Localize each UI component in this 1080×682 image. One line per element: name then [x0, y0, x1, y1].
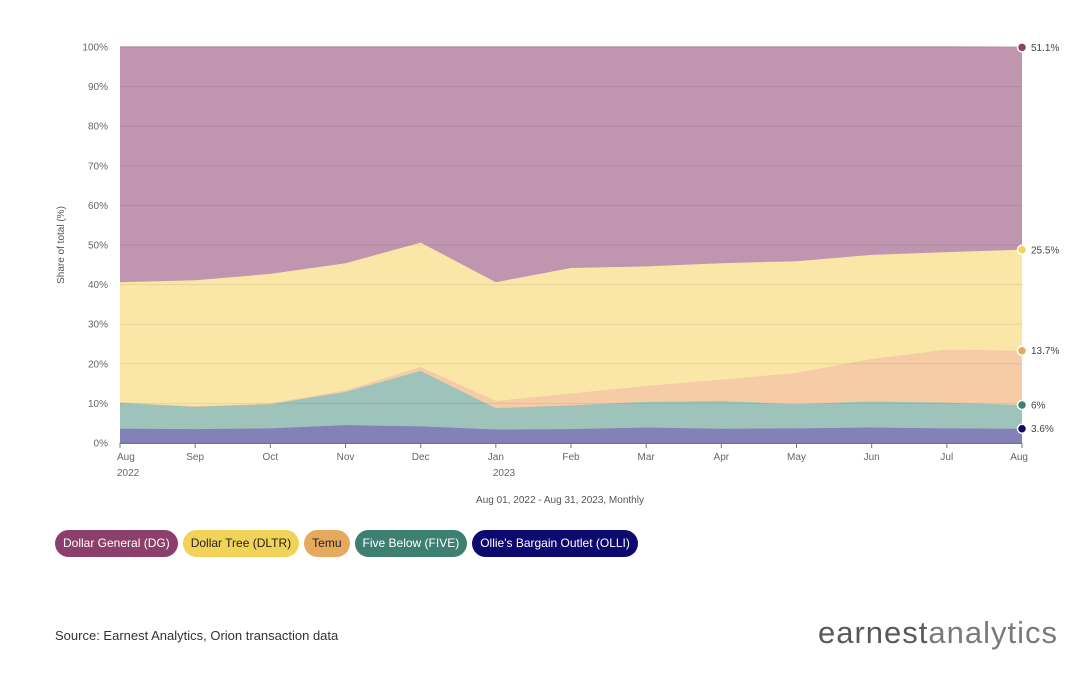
x-tick-label: Nov [337, 452, 355, 463]
brand-logo: earnestanalytics [818, 615, 1058, 651]
x-tick-label: Jul [940, 452, 953, 463]
x-tick-label: Feb [562, 452, 580, 463]
x-tick-label: Mar [638, 452, 656, 463]
end-label-temu: 13.7% [1031, 346, 1059, 357]
y-tick-label: 40% [88, 280, 108, 291]
y-tick-label: 10% [88, 399, 108, 410]
legend-item-dollar-general-dg[interactable]: Dollar General (DG) [55, 530, 178, 557]
area-dollar-tree-dltr [120, 242, 1022, 407]
y-tick-label: 60% [88, 201, 108, 212]
stacked-area-chart: 0% 10% 20% 30% 40% 50% 60% 70% 80% 90% 100% Aug 202… [56, 42, 1059, 506]
x-tick-label: Jan [488, 452, 504, 463]
x-tick-label: Aug [1010, 452, 1028, 463]
y-tick-label: 20% [88, 359, 108, 370]
x-tick-label: Apr [714, 452, 730, 463]
x-axis: Aug 2022 Sep Oct Nov Dec Jan 2023 Feb Mar Apr May Ju… [117, 443, 1028, 479]
y-axis-title: Share of total (%) [56, 206, 67, 284]
y-tick-label: 30% [88, 320, 108, 331]
area-five-below-five [120, 370, 1022, 430]
y-tick-label: 100% [82, 43, 108, 54]
brand-word-analytics: analytics [928, 615, 1058, 650]
legend-item-temu[interactable]: Temu [304, 530, 350, 557]
y-tick-label: 70% [88, 161, 108, 172]
end-label-five-below-five: 6% [1031, 400, 1046, 411]
x-tick-label: Jun [864, 452, 880, 463]
legend-item-ollie-s-bargain-outlet-olli[interactable]: Ollie's Bargain Outlet (OLLI) [472, 530, 638, 557]
area-temu [120, 349, 1022, 409]
end-label-ollie-s-bargain-outlet-olli: 3.6% [1031, 424, 1054, 435]
x-tick-label: May [787, 452, 806, 463]
end-marker-temu[interactable] [1016, 345, 1028, 356]
chart-areas [119, 46, 1023, 443]
legend-item-five-below-five[interactable]: Five Below (FIVE) [354, 530, 468, 557]
area-ollie-s-bargain-outlet-olli [120, 425, 1022, 443]
end-marker-dollar-general-dg[interactable] [1016, 42, 1028, 53]
end-marker-ollie-s-bargain-outlet-olli[interactable] [1016, 423, 1028, 434]
x-year-label: 2022 [117, 468, 140, 479]
y-tick-label: 0% [94, 439, 109, 450]
y-tick-label: 50% [88, 241, 108, 252]
x-tick-label: Dec [412, 452, 430, 463]
end-marker-five-below-five[interactable] [1016, 399, 1028, 411]
end-label-dollar-general-dg: 51.1% [1031, 43, 1059, 54]
brand-word-earnest: earnest [817, 615, 929, 650]
x-year-label: 2023 [493, 468, 516, 479]
x-tick-label: Sep [186, 452, 204, 463]
x-axis-title: Aug 01, 2022 - Aug 31, 2023, Monthly [476, 495, 644, 506]
end-labels: 51.1% 25.5% 13.7% 6% 3.6% [1016, 42, 1059, 435]
x-tick-label: Oct [263, 452, 279, 463]
y-tick-label: 80% [88, 122, 108, 133]
legend-item-dollar-tree-dltr[interactable]: Dollar Tree (DLTR) [182, 530, 300, 557]
legend: Dollar General (DG) Dollar Tree (DLTR) Tem… [55, 530, 638, 557]
y-axis: 0% 10% 20% 30% 40% 50% 60% 70% 80% 90% 100% [82, 43, 108, 450]
source-note: Source: Earnest Analytics, Orion transac… [55, 628, 339, 643]
end-label-dollar-tree-dltr: 25.5% [1031, 245, 1059, 256]
end-marker-dollar-tree-dltr[interactable] [1016, 244, 1028, 256]
x-tick-label: Aug [117, 452, 135, 463]
area-dollar-general-dg [120, 47, 1022, 283]
y-tick-label: 90% [88, 82, 108, 93]
